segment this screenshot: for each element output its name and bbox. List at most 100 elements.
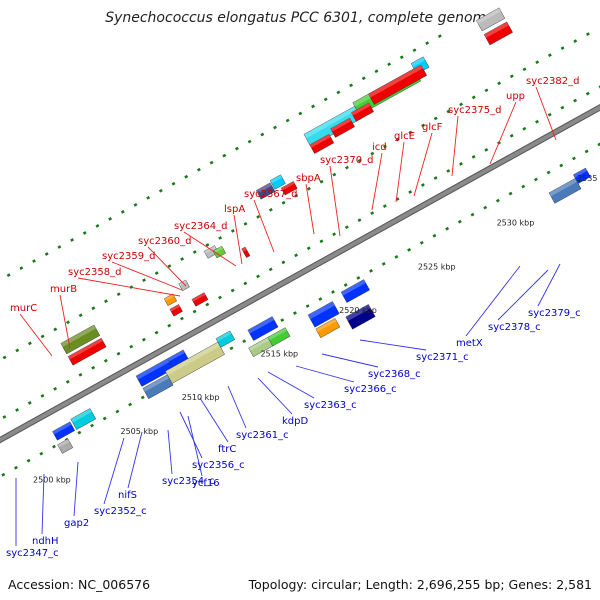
gene-label-syc2375_d[interactable]: syc2375_d (448, 105, 501, 116)
gene-label-syc2382_d[interactable]: syc2382_d (526, 76, 579, 87)
scale-tick (457, 219, 462, 224)
gene-label-syc2354_c[interactable]: syc2354_c (162, 476, 215, 487)
scale-tick (470, 212, 475, 217)
scale-tick (433, 176, 438, 180)
gene-label-kdpD[interactable]: kdpD (282, 416, 308, 427)
gene-label-syc2352_c[interactable]: syc2352_c (94, 506, 147, 517)
feature-block (169, 304, 183, 317)
gene-label-ycf16[interactable]: ycf16 (192, 478, 220, 489)
scale-tick (192, 250, 197, 254)
kbp-label: 2520 kbp (339, 306, 377, 315)
scale-tick (205, 243, 210, 247)
feature-block (57, 438, 74, 454)
scale-tick (167, 264, 172, 268)
gene-label-syc2361_c[interactable]: syc2361_c (236, 430, 289, 441)
gene-label-murB[interactable]: murB (50, 284, 77, 295)
scale-tick (318, 297, 323, 301)
gene-label-glcF[interactable]: glcF (422, 122, 443, 133)
scale-tick (6, 273, 11, 277)
gene-label-syc2347_c[interactable]: syc2347_c (6, 548, 59, 559)
scale-tick (361, 76, 366, 81)
kbp-label: 2525 kbp (418, 262, 456, 271)
scale-tick (281, 200, 286, 205)
gene-label-syc2378_c[interactable]: syc2378_c (488, 322, 541, 333)
feature-block (52, 421, 76, 441)
gene-label-syc2368_c[interactable]: syc2368_c (368, 369, 421, 380)
scale-tick (319, 239, 324, 244)
scale-tick (535, 60, 540, 65)
gene-label-syc2358_d[interactable]: syc2358_d (68, 267, 121, 278)
gene-label-syc2367_d[interactable]: syc2367_d (244, 189, 297, 200)
feature-block (167, 349, 189, 368)
label-leader (305, 183, 315, 235)
scale-tick (369, 269, 373, 273)
scale-tick (32, 259, 36, 263)
feature-block (247, 316, 279, 341)
accession-text: Accession: NC_006576 (8, 577, 151, 592)
feature-block (67, 337, 107, 366)
scale-tick (323, 97, 328, 102)
scale-tick (2, 415, 7, 419)
gene-label-syc2360_d[interactable]: syc2360_d (138, 236, 191, 247)
gene-label-metX[interactable]: metX (456, 338, 483, 349)
scale-tick (90, 423, 94, 428)
label-leader (111, 261, 183, 291)
scale-tick (573, 39, 578, 43)
scale-tick (27, 401, 32, 405)
scale-tick (357, 218, 362, 223)
label-leader (41, 473, 45, 535)
gene-label-ndhH[interactable]: ndhH (32, 536, 59, 547)
scale-tick (57, 245, 62, 249)
gene-label-gap2[interactable]: gap2 (64, 518, 89, 529)
scale-tick (167, 323, 172, 328)
scale-tick (230, 288, 235, 293)
gene-label-syc2371_c[interactable]: syc2371_c (416, 352, 469, 363)
gene-label-syc2379_c[interactable]: syc2379_c (528, 308, 581, 319)
gene-label-glcE[interactable]: glcE (394, 131, 415, 142)
gene-labels[interactable]: murC murB syc2358_d syc2359_d syc2360_d syc23… (6, 76, 581, 559)
gene-label-lspA[interactable]: lspA (224, 204, 245, 215)
gene-label-murC[interactable]: murC (10, 303, 37, 314)
scale-tick (115, 409, 120, 414)
scale-tick (408, 190, 413, 194)
scale-tick (142, 278, 146, 282)
scale-tick (408, 130, 413, 135)
scale-tick (184, 174, 189, 179)
gene-label-syc2359_d[interactable]: syc2359_d (102, 251, 155, 262)
gene-label-ftrC[interactable]: ftrC (218, 444, 236, 455)
scale-tick (260, 132, 265, 137)
label-leader (19, 313, 53, 357)
scale-tick (14, 465, 18, 470)
scale-tick (484, 88, 489, 93)
scale-tick (585, 91, 590, 96)
scale-tick (407, 247, 412, 252)
scale-tick (40, 394, 45, 398)
gene-label-syc2356_c[interactable]: syc2356_c (192, 460, 245, 471)
gene-label-syc2364_d[interactable]: syc2364_d (174, 221, 227, 232)
scale-tick (374, 69, 379, 74)
scale-tick (547, 53, 552, 58)
scale-tick (53, 327, 58, 332)
label-leader (183, 231, 237, 267)
feature-block (309, 133, 335, 154)
scale-tick (27, 341, 32, 346)
gene-label-sbpA[interactable]: sbpA (296, 173, 321, 184)
scale-tick (294, 253, 299, 258)
gene-label-syc2363_c[interactable]: syc2363_c (304, 400, 357, 411)
scale-tick (15, 348, 20, 353)
gene-label-icd[interactable]: icd (372, 142, 387, 153)
kbp-label: 2500 kbp (33, 476, 71, 485)
feature-block (476, 7, 506, 32)
gene-label-nifS[interactable]: nifS (118, 490, 137, 501)
scale-tick (15, 408, 20, 412)
scale-tick (104, 299, 108, 304)
scale-tick (425, 41, 430, 46)
scale-tick (336, 90, 341, 95)
scale-tick (293, 311, 297, 315)
gene-label-syc2370_d[interactable]: syc2370_d (320, 155, 373, 166)
gene-label-upp[interactable]: upp (506, 91, 525, 102)
gene-label-syc2366_c[interactable]: syc2366_c (344, 384, 397, 395)
scale-tick (522, 126, 527, 131)
scale-tick (1, 472, 6, 477)
